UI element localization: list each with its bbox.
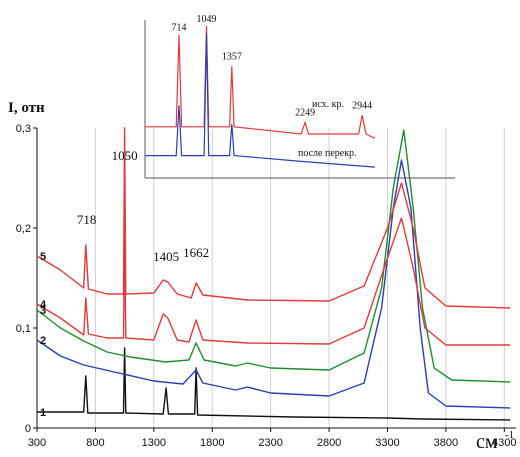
series-label-5: 5: [40, 251, 46, 263]
series-label-3: 3: [40, 305, 46, 317]
y-axis-title: I, отн: [8, 100, 45, 116]
axes: 0 0,1 0,2 0,3 300 800 1300 1800 2300 2800 3300 3800…: [16, 123, 517, 449]
series-line-3: [36, 129, 511, 383]
series-line-4: [36, 217, 511, 346]
x-tick-label: 3300: [375, 437, 399, 449]
x-tick-label: 300: [28, 437, 46, 449]
series-line-1: [37, 347, 511, 421]
x-tick-label: 800: [86, 437, 104, 449]
series-label-4: 4: [40, 299, 47, 311]
series-line-5: [36, 127, 511, 309]
peak-label: 1405: [153, 249, 179, 264]
inset-peak-label: 1357: [222, 51, 242, 62]
x-axis-unit: см: [476, 431, 498, 453]
x-tick-label: 2300: [258, 437, 282, 449]
x-tick-label: 1300: [142, 437, 166, 449]
y-tick-label: 0,3: [16, 123, 31, 135]
peak-label: 1662: [183, 245, 209, 260]
y-tick-label: 0: [25, 423, 31, 435]
x-tick-label: 4300: [492, 437, 516, 449]
grid-lines: [94, 128, 505, 428]
chart-labels: 1 2 34 5 718 1050 1405 1662: [40, 148, 209, 419]
series-lines: [36, 127, 511, 421]
series-label-2: 2: [40, 335, 46, 347]
x-tick-label: 2800: [317, 437, 341, 449]
inset-peak-label: 2249: [295, 108, 315, 119]
x-tick-label: 3800: [434, 437, 458, 449]
inset-peak-label: 2944: [352, 100, 372, 111]
peak-label: 718: [77, 212, 97, 227]
inset-chart: 714 1049 1357 2249 2944 исх. кр. после перекр.: [144, 14, 455, 179]
inset-series-line: [145, 25, 376, 139]
inset-peak-label: 714: [172, 23, 187, 34]
inset-legend-label: после перекр.: [298, 148, 357, 159]
series-label-1: 1: [40, 407, 46, 419]
inset-peak-label: 1049: [197, 14, 217, 25]
x-axis-unit-exponent: -1: [505, 429, 514, 441]
x-tick-label: 1800: [200, 437, 224, 449]
peak-label: 1050: [112, 148, 138, 163]
y-tick-label: 0,1: [16, 323, 31, 335]
inset-series-line: [145, 33, 376, 168]
inset-legend-label: исх. кр.: [312, 99, 344, 110]
y-tick-label: 0,2: [16, 223, 31, 235]
